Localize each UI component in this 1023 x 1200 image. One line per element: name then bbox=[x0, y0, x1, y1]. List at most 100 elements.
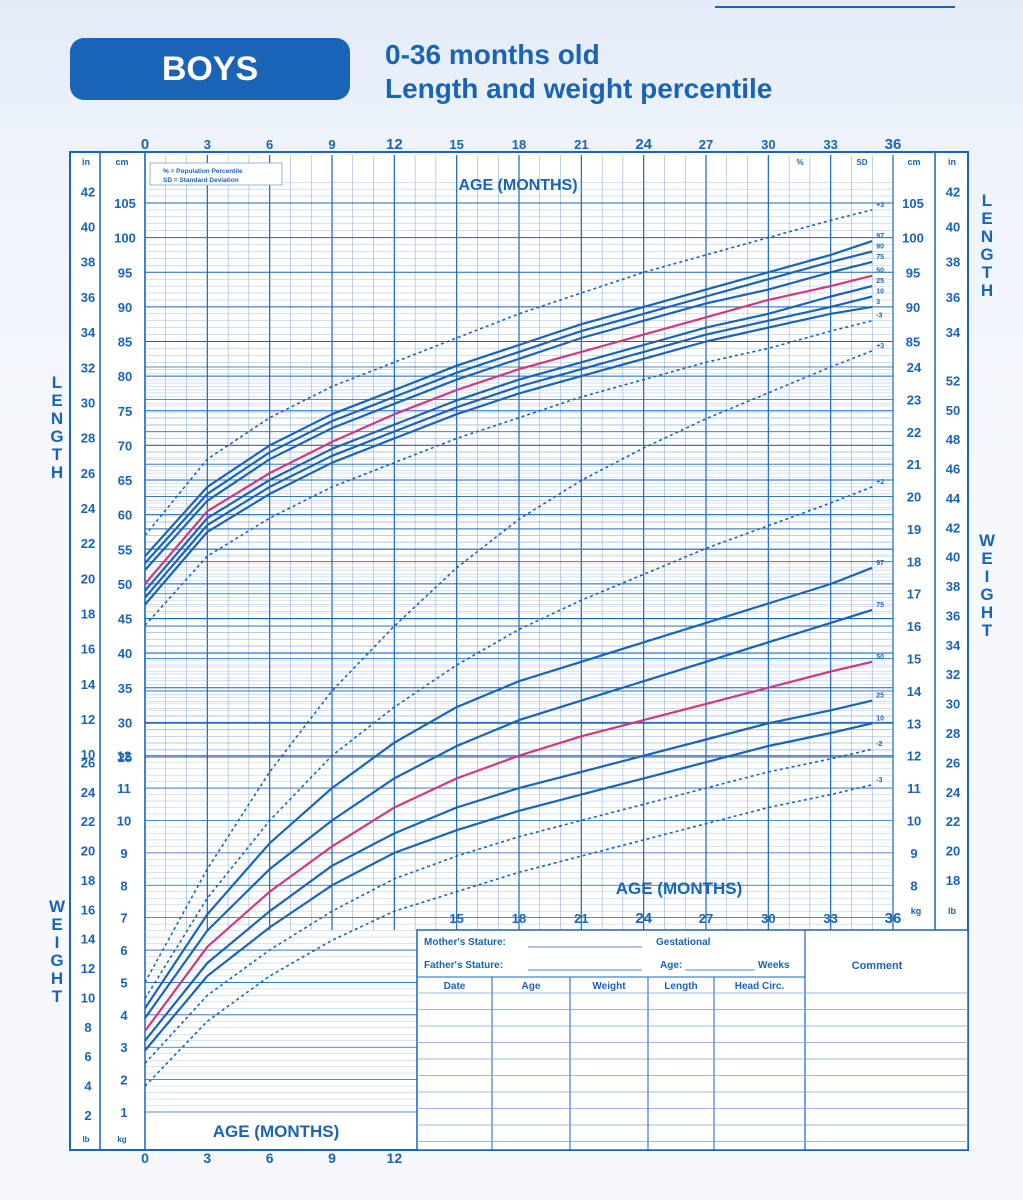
cm-scale-label-left: 30 bbox=[118, 715, 132, 730]
kg-scale-label-right: 19 bbox=[907, 522, 921, 537]
in-scale-label-right: 42 bbox=[946, 184, 960, 199]
kg-scale-label-left: 5 bbox=[120, 975, 127, 990]
lb-scale-label-right: 40 bbox=[946, 550, 960, 565]
weight-label-left: G bbox=[50, 951, 63, 970]
in-scale-label-left: 12 bbox=[81, 712, 95, 727]
kg-scale-label-left: 8 bbox=[120, 878, 127, 893]
grid bbox=[69, 151, 969, 1151]
length-label-left: H bbox=[51, 463, 63, 482]
kg-scale-label-right: 15 bbox=[907, 652, 921, 667]
mid-tick-label: 18 bbox=[512, 911, 526, 926]
top-tick-label: 33 bbox=[823, 137, 837, 152]
lb-scale-label-left: 12 bbox=[81, 961, 95, 976]
legend-note-box bbox=[149, 162, 283, 186]
unit-lb-right: lb bbox=[948, 906, 957, 916]
age-axis-label-bottom: AGE (MONTHS) bbox=[213, 1122, 340, 1141]
length-curve-label: +3 bbox=[876, 202, 884, 209]
cm-scale-label-left: 25 bbox=[118, 750, 132, 765]
length-curve-label: 25 bbox=[876, 278, 884, 285]
cm-scale-label-right: 100 bbox=[902, 231, 924, 246]
form-column-header: Weight bbox=[592, 981, 626, 992]
cm-scale-label-left: 40 bbox=[118, 646, 132, 661]
length-curve-label: 75 bbox=[876, 254, 884, 261]
in-scale-label-left: 26 bbox=[81, 466, 95, 481]
length-curve-plus3 bbox=[144, 209, 873, 536]
weight-label-left: E bbox=[51, 915, 62, 934]
in-scale-label-left: 28 bbox=[81, 431, 95, 446]
kg-scale-label-left: 4 bbox=[120, 1008, 128, 1023]
length-label-right: H bbox=[981, 281, 993, 300]
weight-curve-plus3 bbox=[144, 350, 873, 983]
lb-scale-label-right: 44 bbox=[946, 491, 961, 506]
weight-curve-label: -3 bbox=[876, 777, 882, 784]
kg-scale-label-left: 10 bbox=[117, 813, 131, 828]
form-mothers-stature: Mother's Stature: bbox=[424, 937, 506, 948]
unit-lb-left: lb bbox=[82, 1135, 89, 1144]
top-tick-label: 6 bbox=[266, 137, 273, 152]
mid-tick-label: 30 bbox=[761, 911, 775, 926]
weight-curve-label: -2 bbox=[876, 741, 882, 748]
weight-curve-label: +2 bbox=[876, 479, 884, 486]
kg-scale-label-right: 11 bbox=[907, 781, 921, 796]
lb-scale-label-left: 16 bbox=[81, 902, 95, 917]
top-tick-label: 24 bbox=[635, 136, 652, 153]
cm-scale-label-left: 75 bbox=[118, 404, 132, 419]
unit-in-left: in bbox=[82, 157, 90, 167]
weight-label-right: W bbox=[979, 531, 996, 550]
mid-tick-label: 21 bbox=[574, 911, 588, 926]
mid-tick-label: 27 bbox=[699, 911, 713, 926]
in-scale-label-right: 36 bbox=[946, 290, 960, 305]
length-label-left: E bbox=[51, 391, 62, 410]
chart-title: 0-36 months old Length and weight percen… bbox=[385, 38, 772, 106]
length-curve-label: -3 bbox=[876, 313, 882, 320]
legend-note-line2: SD = Standard Deviation bbox=[163, 177, 239, 184]
lb-scale-label-right: 38 bbox=[946, 579, 960, 594]
top-tick-label: 9 bbox=[328, 137, 335, 152]
length-curve-label: 3 bbox=[876, 299, 880, 306]
in-scale-label-left: 10 bbox=[81, 747, 95, 762]
cm-scale-label-left: 95 bbox=[118, 265, 132, 280]
kg-scale-label-right: 9 bbox=[910, 846, 917, 861]
kg-scale-label-right: 12 bbox=[907, 749, 921, 764]
length-curve-90 bbox=[144, 250, 873, 564]
length-label-left: L bbox=[52, 373, 62, 392]
cm-scale-label-left: 85 bbox=[118, 335, 132, 350]
legend-note-line1: % = Population Percentile bbox=[163, 168, 243, 175]
lb-scale-label-right: 20 bbox=[946, 844, 960, 859]
kg-scale-label-right: 16 bbox=[907, 619, 921, 634]
form-column-header: Head Circ. bbox=[735, 981, 785, 992]
in-scale-label-left: 14 bbox=[81, 677, 96, 692]
kg-scale-label-left: 11 bbox=[117, 781, 131, 796]
in-scale-label-left: 16 bbox=[81, 642, 95, 657]
form-column-header: Date bbox=[444, 981, 466, 992]
top-tick-label: 0 bbox=[141, 136, 149, 153]
length-curve-label: 90 bbox=[876, 243, 884, 250]
top-tick-label: 21 bbox=[574, 137, 588, 152]
length-label-right: E bbox=[981, 209, 992, 228]
unit-kg-right: kg bbox=[911, 906, 922, 916]
lb-scale-label-left: 20 bbox=[81, 844, 95, 859]
length-curve-97 bbox=[144, 240, 873, 557]
top-tick-label: 27 bbox=[699, 137, 713, 152]
weight-label-right: T bbox=[982, 621, 993, 640]
lb-scale-label-right: 34 bbox=[946, 638, 961, 653]
lb-scale-label-right: 36 bbox=[946, 608, 960, 623]
in-scale-label-left: 38 bbox=[81, 255, 95, 270]
in-scale-label-left: 36 bbox=[81, 290, 95, 305]
lb-scale-label-right: 52 bbox=[946, 373, 960, 388]
kg-scale-label-right: 20 bbox=[907, 490, 921, 505]
form-column-header: Length bbox=[664, 981, 697, 992]
mid-tick-label: 36 bbox=[885, 910, 902, 927]
top-tick-label: 15 bbox=[449, 137, 463, 152]
length-label-right: N bbox=[981, 227, 993, 246]
weight-curve-75 bbox=[144, 608, 873, 1019]
length-curve-3 bbox=[144, 305, 873, 606]
weight-curve-10 bbox=[144, 722, 873, 1052]
in-scale-label-left: 42 bbox=[81, 184, 95, 199]
kg-scale-label-right: 21 bbox=[907, 457, 921, 472]
weight-curve-25 bbox=[144, 699, 873, 1042]
mid-tick-label: 24 bbox=[635, 910, 652, 927]
weight-label-left: H bbox=[51, 969, 63, 988]
weight-label-right: I bbox=[985, 567, 990, 586]
cm-scale-label-left: 35 bbox=[118, 681, 132, 696]
